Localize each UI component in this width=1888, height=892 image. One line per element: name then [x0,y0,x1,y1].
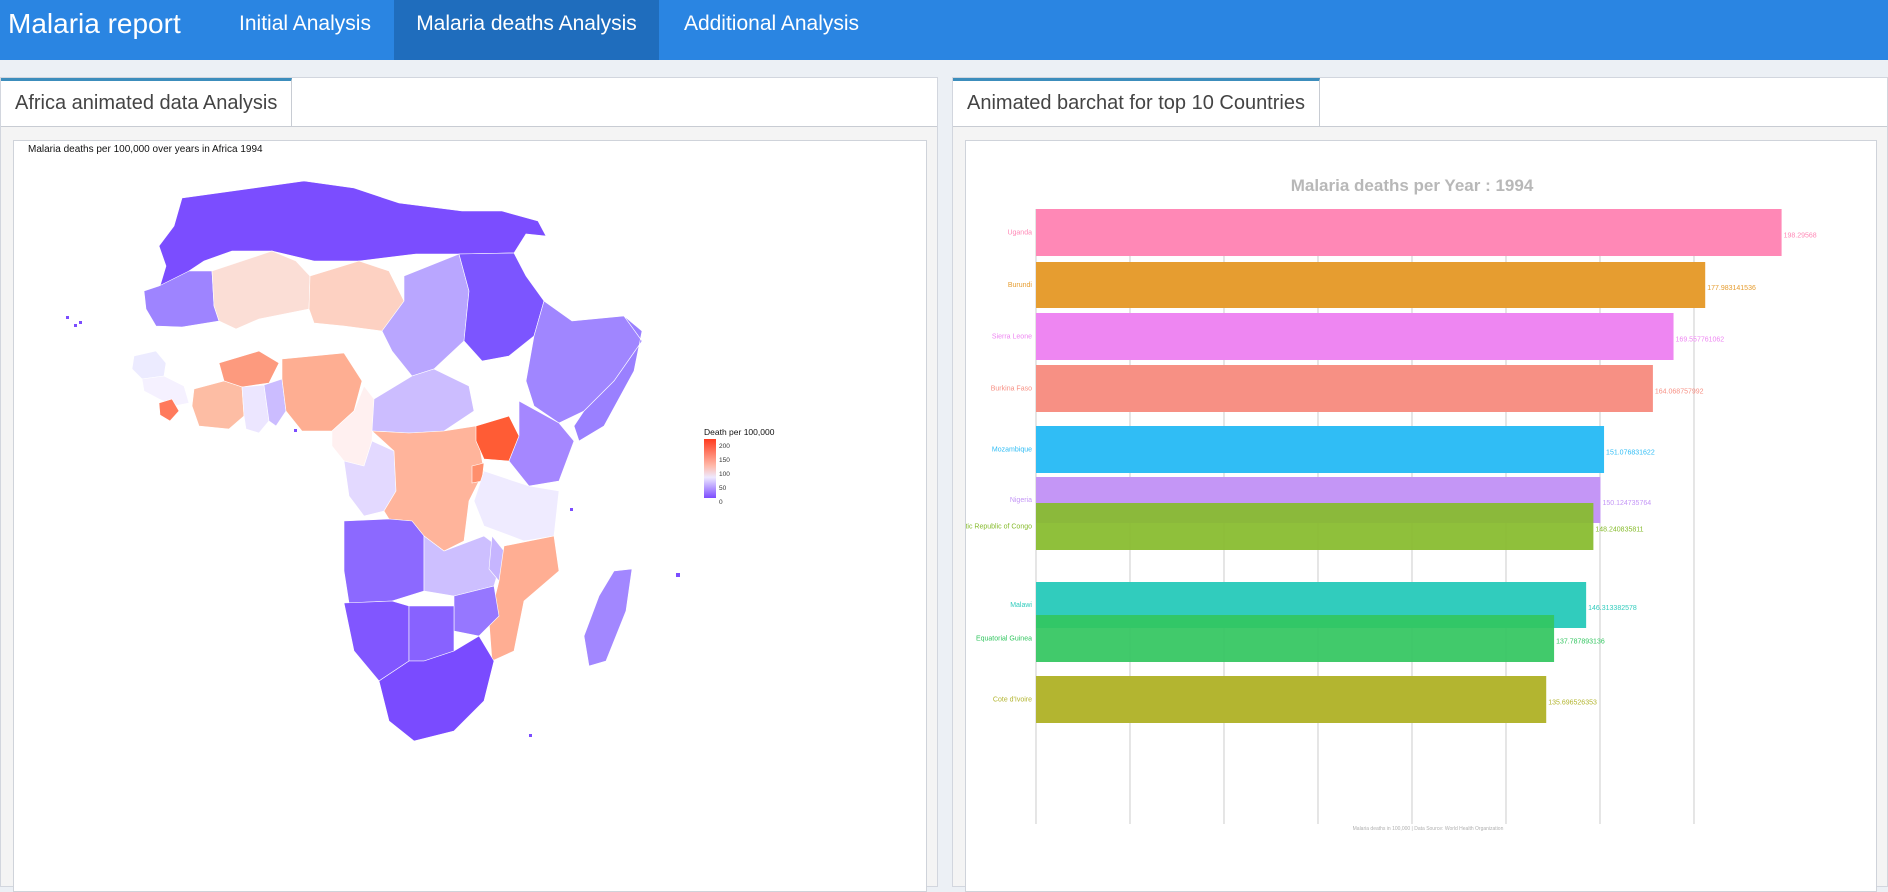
right-tab-bar: Animated barchat for top 10 Countries [953,78,1887,127]
map-title: Malaria deaths per 100,000 over years in… [28,144,263,155]
region-kenya [508,400,575,487]
tab-malaria-deaths-analysis[interactable]: Malaria deaths Analysis [394,0,659,60]
africa-map-svg: Malaria deaths per 100,000 over years in… [28,144,898,881]
legend-tick-50: 50 [719,485,727,492]
app-title[interactable]: Malaria report [8,8,181,39]
legend-tick-0: 0 [719,499,723,506]
bar-value-label: 169.557761062 [1676,337,1725,344]
tab-animated-barchart[interactable]: Animated barchat for top 10 Countries [953,78,1320,126]
tab-africa-animated[interactable]: Africa animated data Analysis [1,78,293,126]
region-angola [343,518,425,604]
bar-uganda [1036,209,1782,256]
bar-equatorial-guinea [1036,615,1555,662]
bar-value-label: 146.313382578 [1588,605,1637,612]
bar-country-label: ratic Republic of Congo [966,524,1032,531]
bar-country-label: Uganda [1007,230,1032,237]
small-islands [66,316,680,737]
africa-map [131,180,643,742]
region-guinea [141,375,190,407]
region-sierra-leone [158,398,180,422]
bar-value-label: 151.076831622 [1606,450,1655,457]
chart-title: Malaria deaths per Year : 1994 [1291,176,1534,195]
bar-ratic-republic-of-congo [1036,503,1594,550]
region-south-africa [378,635,495,742]
legend-tick-150: 150 [719,457,730,464]
bar-country-label: Malawi [1010,602,1032,609]
chart-bars: Uganda 198.29568 Burundi 177.983141536 Sierr… [966,209,1817,723]
africa-analysis-box: Africa animated data Analysis Malaria de… [0,77,938,892]
bar-value-label: 148.240835811 [1595,527,1643,534]
legend-title: Death per 100,000 [704,427,775,437]
bar-burkina-faso [1036,365,1653,412]
bar-value-label: 150.124735764 [1602,500,1651,507]
region-madagascar [583,568,633,667]
legend-tick-200: 200 [719,443,730,450]
region-north-africa [158,180,547,292]
bar-value-label: 135.696526353 [1548,700,1597,707]
bar-sierra-leone [1036,313,1674,360]
region-tanzania [473,470,560,542]
legend-tick-100: 100 [719,471,730,478]
map-legend: Death per 100,000 200 150 100 50 0 [704,427,775,506]
barchart-plot-frame: Uganda 198.29568 Burundi 177.983141536 Sierr… [965,140,1877,892]
top-navbar: Malaria report Initial Analysis Malaria … [0,0,1888,60]
legend-colorbar [704,439,716,498]
bar-value-label: 164.068757992 [1655,389,1704,396]
tab-additional-analysis[interactable]: Additional Analysis [683,12,860,35]
region-togo-benin [263,378,287,427]
map-plot-frame: Malaria deaths per 100,000 over years in… [13,140,927,892]
barchart-svg: Uganda 198.29568 Burundi 177.983141536 Sierr… [966,149,1850,881]
tab-initial-analysis[interactable]: Initial Analysis [239,12,371,35]
bar-country-label: Nigeria [1010,497,1032,504]
region-botswana [408,605,455,662]
bar-value-label: 177.983141536 [1707,285,1756,292]
barchart-box: Animated barchat for top 10 Countries Ug… [952,77,1888,892]
bar-country-label: Burundi [1008,282,1033,289]
bar-country-label: Equatorial Guinea [976,636,1032,643]
bar-mozambique [1036,426,1605,473]
region-sudan [458,252,545,362]
bar-value-label: 198.29568 [1784,233,1817,240]
bar-value-label: 137.787893136 [1556,639,1605,646]
bar-country-label: Sierra Leone [992,334,1032,341]
region-mali [211,250,311,330]
left-tab-bar: Africa animated data Analysis [1,78,937,127]
region-somalia [573,315,643,442]
bar-cote-d-ivoire [1036,676,1547,723]
bar-burundi [1036,262,1706,308]
bar-country-label: Cote d'Ivoire [993,697,1032,704]
bar-country-label: Burkina Faso [991,386,1032,393]
region-cote-divoire [191,380,245,430]
bar-country-label: Mozambique [992,447,1032,454]
chart-caption: Malaria deaths in 100,000 | Data Source:… [1353,826,1504,832]
